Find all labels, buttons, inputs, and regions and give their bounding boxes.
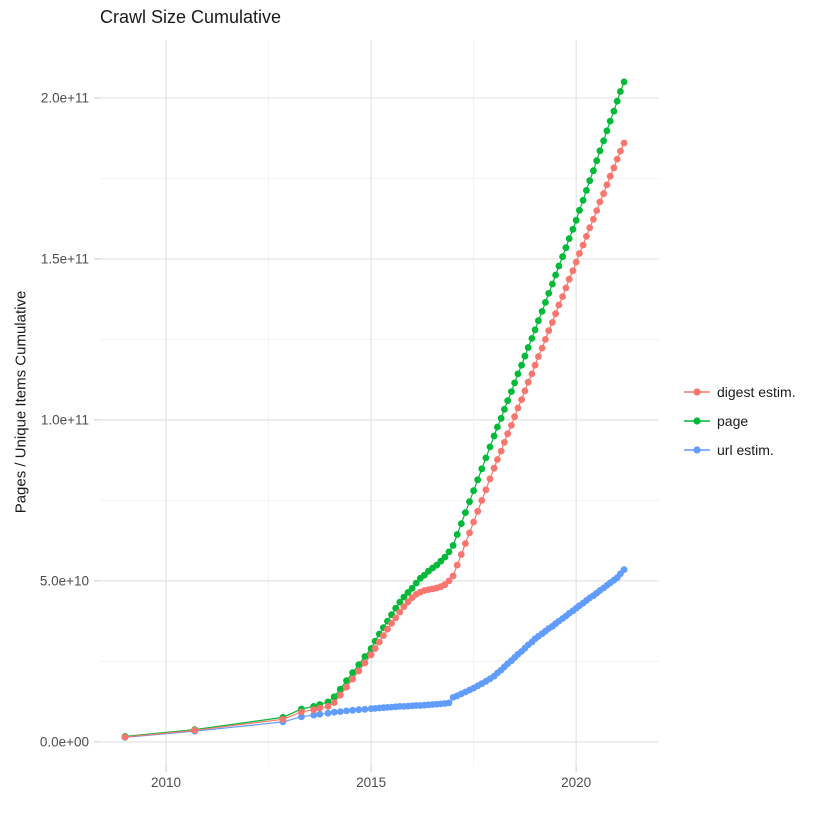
legend-label: page (717, 412, 749, 429)
series-page (121, 78, 628, 740)
legend-label: url estim. (717, 441, 774, 458)
x-tick-label: 2015 (356, 775, 386, 790)
chart-title: Crawl Size Cumulative (100, 7, 282, 27)
series-digest-estim (121, 139, 628, 741)
legend-label: digest estim. (717, 383, 796, 400)
x-tick-label: 2020 (561, 775, 591, 790)
legend-item-digest-estim: digest estim. (684, 377, 796, 406)
series-url-estim (121, 566, 628, 741)
gridlines-minor (100, 40, 659, 766)
legend-key-url-icon (684, 445, 710, 454)
axes: 2010 2015 2020 0.0e+00 5.0e+10 1.0e+11 1.5e+11… (40, 90, 591, 790)
legend-key-digest-icon (684, 387, 710, 396)
y-tick-label: 0.0e+00 (40, 734, 89, 749)
legend-item-page: page (684, 406, 796, 435)
legend-item-url-estim: url estim. (684, 435, 796, 464)
y-tick-label: 1.5e+11 (41, 251, 89, 266)
gridlines-major (100, 40, 659, 766)
y-tick-label: 2.0e+11 (41, 90, 89, 105)
legend-key-page-icon (684, 416, 710, 425)
x-tick-label: 2010 (151, 775, 181, 790)
legend: digest estim. page url estim. (684, 377, 796, 464)
y-tick-label: 5.0e+10 (40, 573, 89, 588)
y-tick-label: 1.0e+11 (41, 412, 89, 427)
